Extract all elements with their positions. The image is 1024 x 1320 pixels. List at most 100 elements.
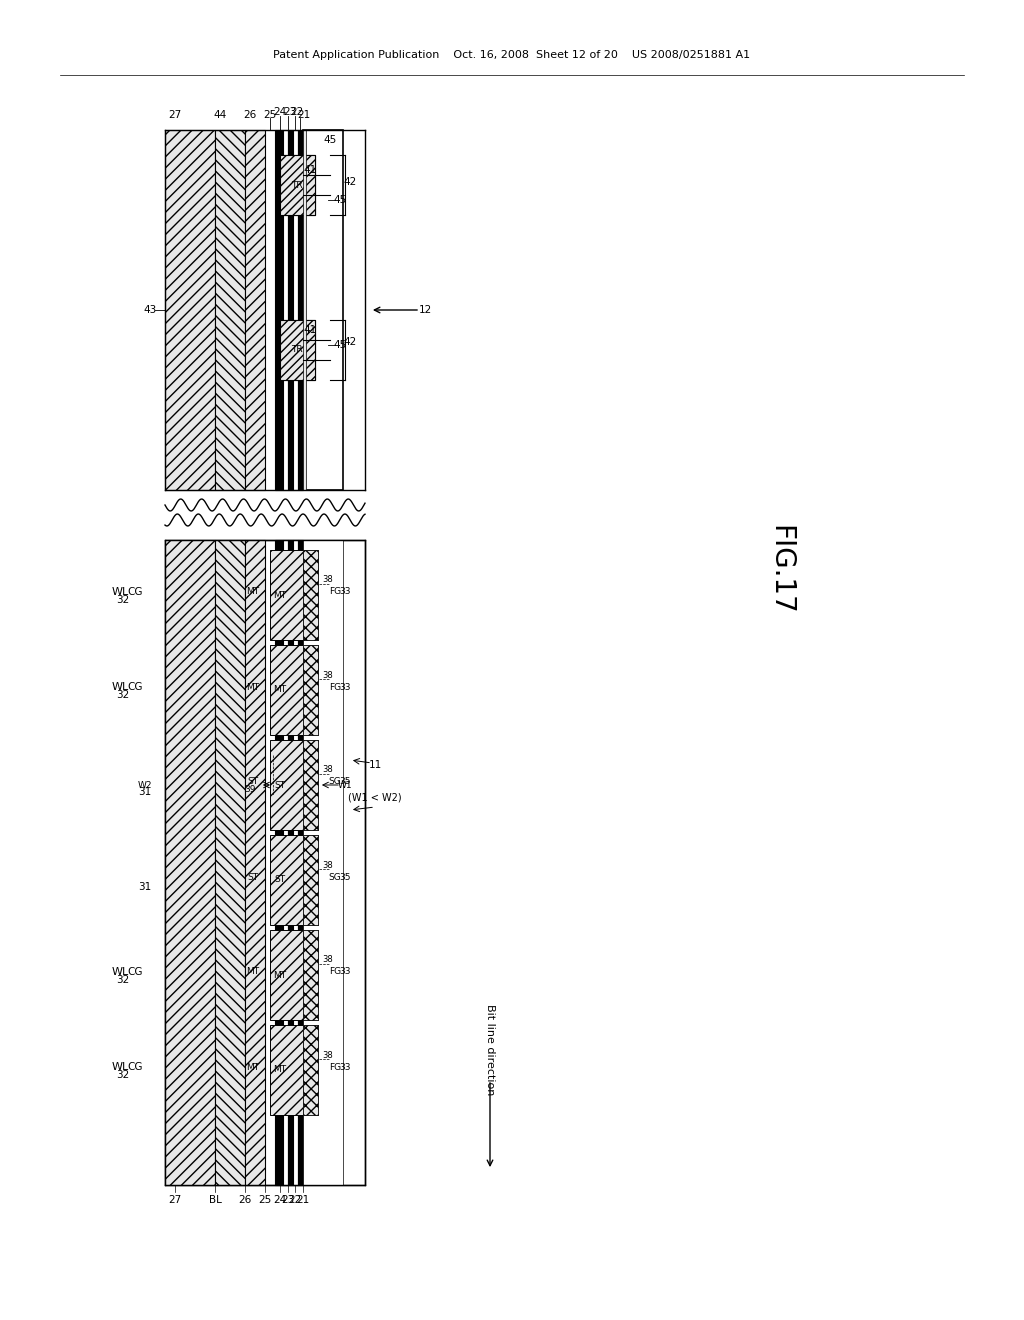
Text: 38: 38	[323, 1051, 334, 1060]
Text: 25: 25	[263, 110, 276, 120]
Text: 33: 33	[339, 682, 351, 692]
Text: CG: CG	[127, 682, 142, 692]
Text: WL: WL	[112, 682, 129, 692]
Bar	[283, 540, 288, 1185]
Text: MT: MT	[273, 685, 287, 694]
Bar	[303, 741, 318, 830]
Bar	[303, 550, 318, 640]
Text: WL: WL	[112, 968, 129, 977]
Bar	[303, 550, 318, 640]
Text: 45: 45	[334, 341, 347, 350]
Text: 38: 38	[323, 861, 334, 870]
Text: FIG.17: FIG.17	[766, 525, 794, 615]
Text: ST: ST	[248, 873, 259, 882]
Text: MT: MT	[273, 590, 287, 599]
Bar	[270, 741, 310, 830]
Bar	[165, 540, 215, 1185]
Bar	[303, 836, 318, 925]
Text: 32: 32	[117, 690, 130, 700]
Bar	[298, 540, 303, 1185]
Text: CG: CG	[127, 968, 142, 977]
Text: 38: 38	[323, 671, 334, 680]
Text: 23: 23	[282, 1195, 295, 1205]
Bar	[303, 931, 318, 1020]
Text: 35: 35	[339, 873, 351, 882]
Text: FG: FG	[329, 587, 341, 597]
Bar	[245, 540, 265, 1185]
Text: 41: 41	[303, 165, 316, 176]
Bar	[215, 129, 245, 490]
Bar	[280, 154, 315, 215]
Bar	[245, 129, 265, 490]
Text: 31: 31	[138, 787, 152, 797]
Text: 27: 27	[168, 110, 181, 120]
Text: 42: 42	[343, 177, 356, 187]
Text: 32: 32	[117, 1071, 130, 1080]
Text: CG: CG	[127, 1063, 142, 1072]
Bar	[270, 645, 310, 735]
Text: 45: 45	[324, 135, 337, 145]
Text: 38: 38	[323, 766, 334, 775]
Text: 27: 27	[168, 1195, 181, 1205]
Text: ST: ST	[274, 780, 286, 789]
Bar	[165, 540, 365, 1185]
Bar	[270, 931, 310, 1020]
Text: MT: MT	[247, 587, 259, 597]
Bar	[288, 540, 293, 1185]
Text: Bit line direction: Bit line direction	[485, 1005, 495, 1096]
Text: MT: MT	[247, 1063, 259, 1072]
Text: FG: FG	[329, 968, 341, 977]
Text: 21: 21	[296, 1195, 309, 1205]
Text: (W1 < W2): (W1 < W2)	[348, 792, 401, 803]
Bar	[275, 540, 283, 1185]
Text: 22: 22	[289, 1195, 302, 1205]
Text: BL: BL	[209, 1195, 221, 1205]
Text: 25: 25	[258, 1195, 271, 1205]
Text: FG: FG	[329, 682, 341, 692]
Text: TR: TR	[291, 346, 303, 355]
Text: 11: 11	[369, 760, 382, 770]
Text: 35: 35	[339, 777, 351, 787]
Bar	[293, 540, 298, 1185]
Bar	[293, 129, 298, 490]
Text: MT: MT	[247, 968, 259, 977]
Text: 38: 38	[323, 576, 334, 585]
Bar	[303, 645, 318, 735]
Bar	[280, 154, 315, 215]
Text: 23: 23	[284, 107, 297, 117]
Text: SG: SG	[329, 777, 341, 787]
Bar	[270, 550, 310, 640]
Text: 22: 22	[291, 107, 304, 117]
Bar	[303, 836, 318, 925]
Text: 38: 38	[323, 956, 334, 965]
Bar	[288, 129, 293, 490]
Text: MT: MT	[273, 970, 287, 979]
Text: 32: 32	[117, 975, 130, 985]
Text: WL: WL	[112, 1063, 129, 1072]
Text: W1: W1	[338, 780, 352, 789]
Text: WL: WL	[112, 587, 129, 597]
Text: 42: 42	[343, 337, 356, 347]
Bar	[303, 540, 343, 1185]
Text: TR: TR	[291, 181, 303, 190]
Text: 24: 24	[273, 1195, 287, 1205]
Bar	[270, 836, 310, 925]
Bar	[303, 931, 318, 1020]
Text: ST: ST	[248, 777, 259, 787]
Bar	[280, 319, 315, 380]
Text: 26: 26	[244, 110, 257, 120]
Text: 39: 39	[245, 785, 256, 795]
Bar	[275, 129, 283, 490]
Text: 21: 21	[297, 110, 310, 120]
Bar	[303, 1026, 318, 1115]
Bar	[165, 129, 215, 490]
Text: 32: 32	[117, 595, 130, 605]
Bar	[298, 129, 303, 490]
Text: 41: 41	[303, 325, 316, 335]
Text: 33: 33	[339, 968, 351, 977]
Bar	[270, 1026, 310, 1115]
Bar	[303, 129, 343, 490]
Bar	[303, 129, 306, 490]
Text: 44: 44	[213, 110, 226, 120]
Text: 33: 33	[339, 587, 351, 597]
